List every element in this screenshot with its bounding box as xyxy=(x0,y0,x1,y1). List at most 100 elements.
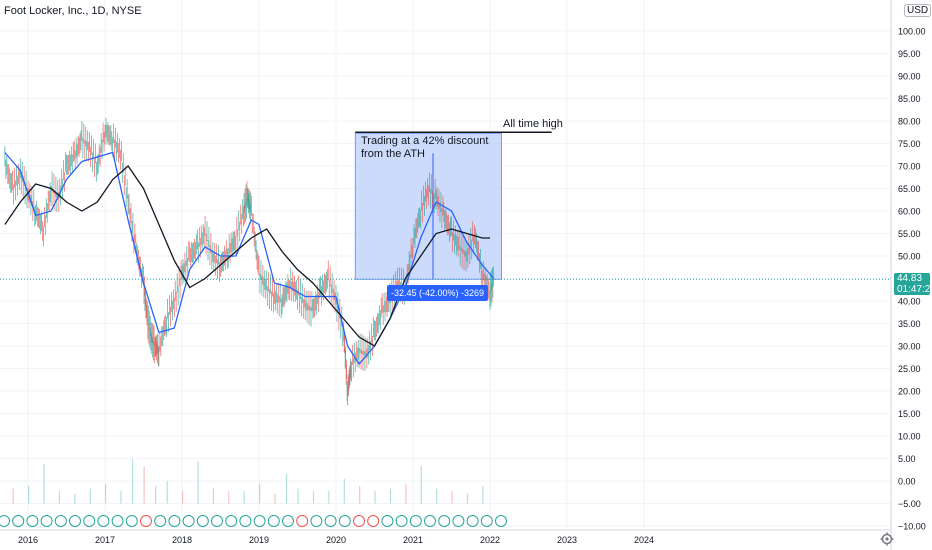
volume-bar xyxy=(43,463,45,504)
volume-bar xyxy=(436,488,438,504)
x-tick-label: 2023 xyxy=(557,535,577,545)
earnings-marker xyxy=(310,515,323,527)
volume-bar xyxy=(58,491,60,504)
y-tick-label: 0.00 xyxy=(898,477,916,487)
earnings-marker xyxy=(367,515,380,527)
y-tick-label: 25.00 xyxy=(898,364,921,374)
earnings-marker xyxy=(452,515,465,527)
earnings-marker xyxy=(296,515,309,527)
earnings-marker xyxy=(0,515,10,527)
earnings-marker xyxy=(324,515,337,527)
discount-note-line1: Trading at a 42% discount xyxy=(361,135,489,147)
volume-bar xyxy=(451,491,453,504)
volume-bar xyxy=(143,466,145,504)
volume-bar xyxy=(166,481,168,504)
y-tick-label: 15.00 xyxy=(898,409,921,419)
volume-bar xyxy=(228,491,230,504)
y-tick-label: 85.00 xyxy=(898,94,921,104)
earnings-marker xyxy=(495,515,507,527)
earnings-marker xyxy=(438,515,451,527)
earnings-marker xyxy=(239,515,252,527)
volume-bar xyxy=(482,486,484,504)
volume-bar xyxy=(420,466,422,504)
x-tick-label: 2020 xyxy=(326,535,346,545)
volume-bar xyxy=(405,483,407,504)
x-tick-label: 2019 xyxy=(249,535,269,545)
volume-bar xyxy=(274,493,276,504)
x-tick-label: 2024 xyxy=(634,535,654,545)
discount-note-line2: from the ATH xyxy=(361,148,425,160)
y-tick-label: −5.00 xyxy=(898,499,921,509)
ma-slow-line xyxy=(4,165,490,347)
volume-bar xyxy=(120,491,122,504)
earnings-marker xyxy=(381,515,394,527)
earnings-marker xyxy=(196,515,209,527)
x-tick-label: 2017 xyxy=(95,535,115,545)
y-tick-label: 100.00 xyxy=(898,27,926,37)
volume-bar xyxy=(328,491,330,504)
earnings-marker xyxy=(353,515,365,527)
y-tick-label: 65.00 xyxy=(898,184,921,194)
earnings-marker xyxy=(395,515,408,527)
earnings-marker xyxy=(125,515,138,527)
volume-bar xyxy=(212,488,214,504)
earnings-marker xyxy=(168,515,181,527)
y-tick-label: 70.00 xyxy=(898,162,921,172)
earnings-marker xyxy=(282,515,294,527)
ma-fast-line xyxy=(4,151,495,366)
earnings-marker xyxy=(69,515,81,527)
volume-bar xyxy=(312,491,315,504)
volume-bar xyxy=(197,461,199,504)
earnings-marker xyxy=(12,515,25,527)
earnings-marker xyxy=(338,515,351,527)
x-tick-label: 2022 xyxy=(480,535,500,545)
y-tick-label: 55.00 xyxy=(898,229,921,239)
y-tick-label: 20.00 xyxy=(898,387,921,397)
volume-bar xyxy=(182,491,184,504)
volume-bar xyxy=(374,491,376,504)
volume-bar xyxy=(155,486,157,504)
earnings-marker xyxy=(26,515,39,527)
y-tick-label: 75.00 xyxy=(898,139,921,149)
x-tick-label: 2021 xyxy=(403,535,423,545)
earnings-marker xyxy=(97,515,110,527)
earnings-marker xyxy=(83,515,96,527)
earnings-marker xyxy=(54,515,67,527)
earnings-marker xyxy=(182,515,195,527)
volume-bar xyxy=(28,486,30,504)
y-tick-label: 40.00 xyxy=(898,297,921,307)
x-tick-label: 2016 xyxy=(18,535,38,545)
earnings-marker xyxy=(253,515,266,527)
volume-bar xyxy=(74,493,76,504)
y-tick-label: 35.00 xyxy=(898,319,921,329)
discount-annotation: Trading at a 42% discount from the ATH xyxy=(361,135,511,161)
earnings-marker xyxy=(154,515,167,527)
volume-bar xyxy=(343,478,345,504)
x-tick-label: 2018 xyxy=(172,535,192,545)
earnings-marker xyxy=(140,515,152,527)
currency-badge[interactable]: USD xyxy=(904,4,932,17)
y-tick-label: 10.00 xyxy=(898,432,921,442)
y-tick-label: 80.00 xyxy=(898,117,921,127)
volume-bar xyxy=(359,486,361,504)
y-tick-label: 5.00 xyxy=(898,454,916,464)
y-tick-label: 95.00 xyxy=(898,49,921,59)
earnings-marker xyxy=(211,515,223,527)
earnings-marker xyxy=(225,515,238,527)
y-tick-label: 30.00 xyxy=(898,342,921,352)
earnings-marker xyxy=(424,515,436,527)
gear-icon[interactable] xyxy=(880,532,894,546)
countdown-timer: 01:47:28 xyxy=(897,284,932,295)
volume-bar xyxy=(389,488,392,504)
volume-bar xyxy=(466,493,469,504)
earnings-marker xyxy=(480,515,493,527)
volume-bar xyxy=(259,483,261,504)
y-tick-label: 50.00 xyxy=(898,252,921,262)
earnings-marker xyxy=(111,515,124,527)
symbol-header: Foot Locker, Inc., 1D, NYSE xyxy=(4,5,142,17)
y-tick-label: −10.00 xyxy=(898,522,926,532)
earnings-marker xyxy=(267,515,280,527)
earnings-marker xyxy=(466,515,479,527)
y-tick-label: 90.00 xyxy=(898,72,921,82)
